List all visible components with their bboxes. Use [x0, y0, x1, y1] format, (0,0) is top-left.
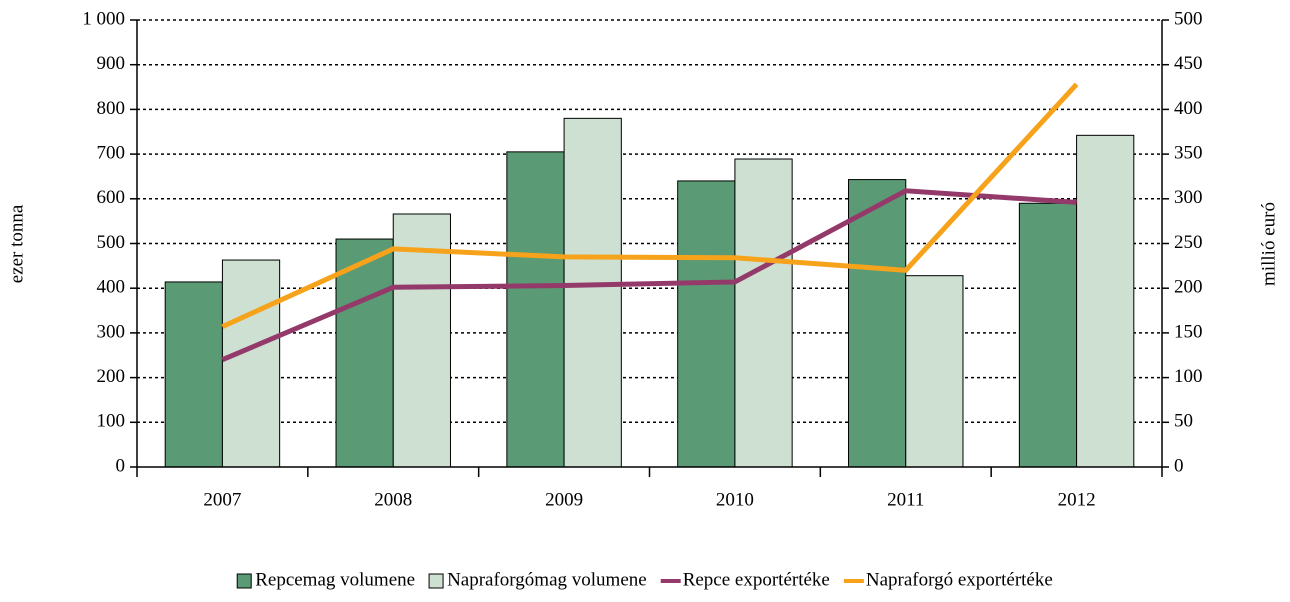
- legend-label: Napraforgómag volumene: [447, 569, 647, 590]
- y-tick-label: 300: [97, 321, 126, 342]
- legend-label: Repcemag volumene: [255, 569, 415, 590]
- x-tick-label: 2008: [374, 489, 412, 510]
- legend-item: Napraforgó exportértéke: [843, 569, 1053, 590]
- legend-swatch: [428, 573, 444, 589]
- bar: [221, 259, 281, 468]
- bar: [164, 281, 223, 468]
- bar: [677, 180, 736, 468]
- bar: [392, 213, 451, 468]
- y-tick-label: 700: [97, 142, 126, 163]
- y2-tick-label: 250: [1174, 232, 1203, 253]
- bar: [1076, 134, 1135, 468]
- y-tick-label: 500: [97, 232, 126, 253]
- y2-tick-label: 100: [1174, 366, 1203, 387]
- y-tick-label: 600: [97, 187, 126, 208]
- x-tick-label: 2010: [716, 489, 754, 510]
- legend-item: Napraforgómag volumene: [428, 569, 647, 590]
- legend-item: Repcemag volumene: [236, 569, 415, 590]
- y-tick-label: 1 000: [82, 8, 125, 29]
- bar: [563, 117, 622, 468]
- y2-tick-label: 450: [1174, 53, 1203, 74]
- y-tick-label: 0: [116, 455, 126, 476]
- bar: [848, 179, 907, 468]
- x-tick-label: 2007: [203, 489, 241, 510]
- legend-label: Repce exportértéke: [683, 569, 830, 590]
- bar: [335, 238, 394, 468]
- y-tick-label: 100: [97, 411, 126, 432]
- y2-tick-label: 350: [1174, 142, 1203, 163]
- line-series: [221, 188, 1077, 363]
- bar: [1018, 202, 1078, 468]
- x-tick-label: 2009: [545, 489, 583, 510]
- line-series: [221, 82, 1079, 329]
- y2-tick-label: 300: [1174, 187, 1203, 208]
- y-tick-label: 400: [97, 277, 126, 298]
- legend-label: Napraforgó exportértéke: [866, 569, 1053, 590]
- y-tick-label: 200: [97, 366, 126, 387]
- y2-tick-label: 50: [1174, 411, 1193, 432]
- y-axis-title: ezer tonna: [6, 204, 27, 283]
- y-tick-label: 800: [97, 98, 126, 119]
- y-tick-label: 900: [97, 53, 126, 74]
- legend-swatch: [236, 573, 252, 589]
- x-tick-label: 2012: [1058, 489, 1096, 510]
- x-tick-label: 2011: [887, 489, 924, 510]
- y2-axis-title: millió euró: [1258, 202, 1279, 286]
- bar: [734, 158, 793, 468]
- legend-item: Repce exportértéke: [660, 569, 830, 590]
- y2-tick-label: 150: [1174, 321, 1203, 342]
- bar: [905, 275, 964, 468]
- y2-tick-label: 500: [1174, 8, 1203, 29]
- y2-tick-label: 200: [1174, 277, 1203, 298]
- y2-tick-label: 0: [1174, 455, 1184, 476]
- bar: [506, 151, 565, 468]
- y2-tick-label: 400: [1174, 98, 1203, 119]
